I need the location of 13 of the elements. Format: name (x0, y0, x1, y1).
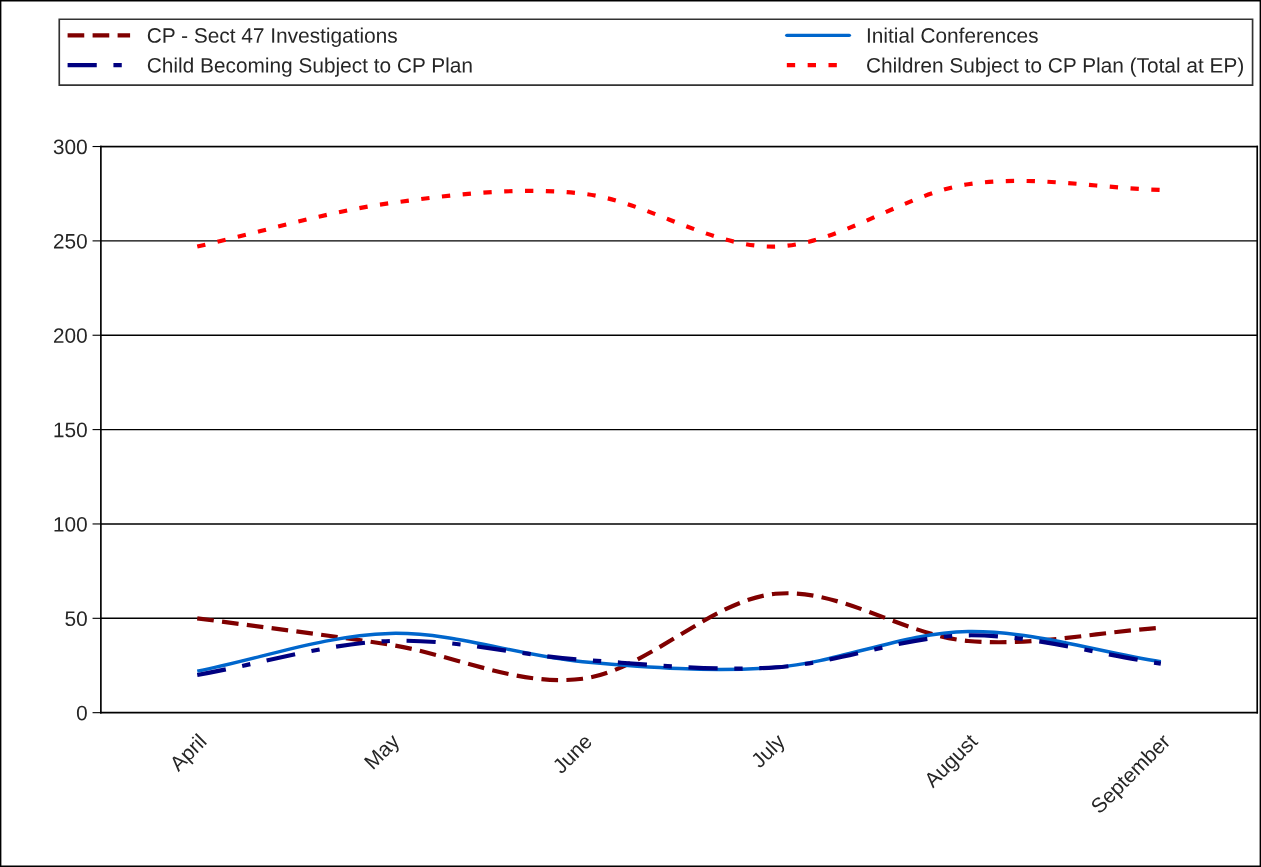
x-tick-label: May (363, 732, 404, 773)
y-tick-label: 100 (54, 516, 87, 532)
legend-label: Children Subject to CP Plan (Total at EP) (867, 57, 1243, 77)
legend-label: Initial Conferences (867, 27, 1038, 43)
y-tick-label: 200 (53, 328, 87, 343)
legend-label: CP - Sect 47 Investigations (147, 27, 397, 47)
x-tick-label: July (749, 732, 790, 772)
legend-label: Child Becoming Subject to CP Plan (147, 57, 472, 77)
y-tick-label: 0 (76, 705, 87, 721)
y-tick-label: 150 (54, 422, 87, 438)
y-tick-label: 50 (65, 611, 87, 627)
y-tick-label: 250 (53, 233, 87, 249)
y-tick-label: 300 (53, 139, 87, 155)
